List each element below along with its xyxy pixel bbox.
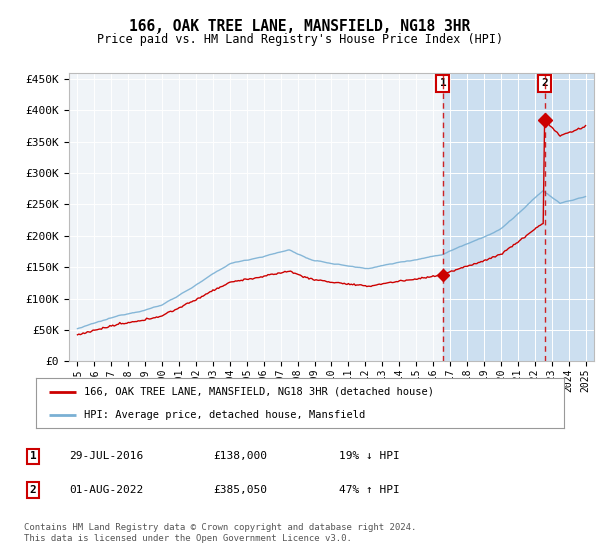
Text: 1: 1 — [440, 78, 446, 88]
Text: 1: 1 — [29, 451, 37, 461]
Text: HPI: Average price, detached house, Mansfield: HPI: Average price, detached house, Mans… — [83, 410, 365, 420]
Text: £385,050: £385,050 — [213, 485, 267, 495]
Text: 2: 2 — [29, 485, 37, 495]
Text: £138,000: £138,000 — [213, 451, 267, 461]
Text: 01-AUG-2022: 01-AUG-2022 — [69, 485, 143, 495]
Text: 47% ↑ HPI: 47% ↑ HPI — [339, 485, 400, 495]
Text: 19% ↓ HPI: 19% ↓ HPI — [339, 451, 400, 461]
Bar — [443, 73, 545, 361]
Text: 166, OAK TREE LANE, MANSFIELD, NG18 3HR: 166, OAK TREE LANE, MANSFIELD, NG18 3HR — [130, 20, 470, 34]
Text: Price paid vs. HM Land Registry's House Price Index (HPI): Price paid vs. HM Land Registry's House … — [97, 32, 503, 46]
Text: 29-JUL-2016: 29-JUL-2016 — [69, 451, 143, 461]
Text: 166, OAK TREE LANE, MANSFIELD, NG18 3HR (detached house): 166, OAK TREE LANE, MANSFIELD, NG18 3HR … — [83, 386, 434, 396]
Text: 2: 2 — [541, 78, 548, 88]
Text: Contains HM Land Registry data © Crown copyright and database right 2024.
This d: Contains HM Land Registry data © Crown c… — [24, 524, 416, 543]
Bar — [545, 73, 594, 361]
